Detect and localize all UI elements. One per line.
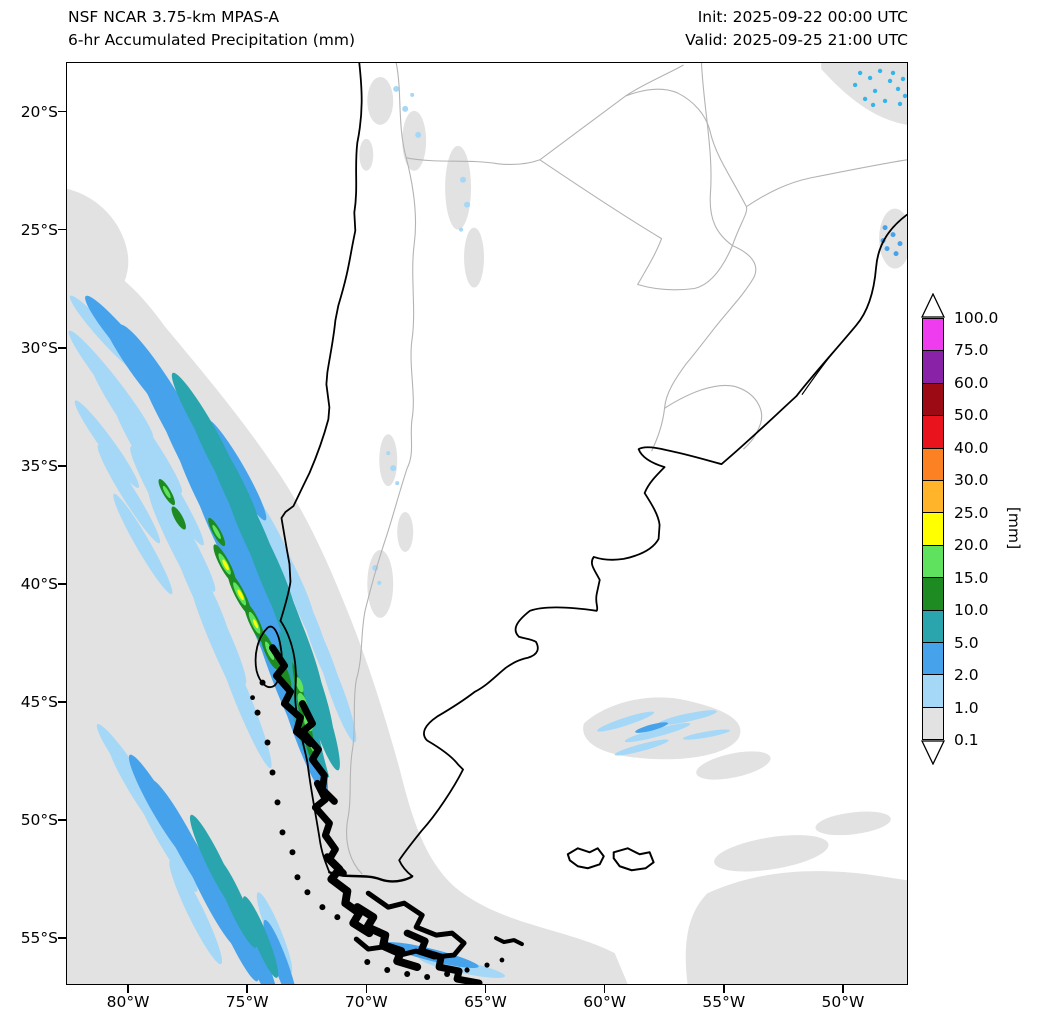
lat-tick-mark [58,701,66,703]
colorbar-band [923,609,943,642]
lat-tick-label: 45°S [20,692,58,711]
colorbar-tick-label: 5.0 [954,633,979,652]
precip-layer-5-10mm [171,372,340,978]
map-plot-area [66,62,908,985]
lon-tick-label: 55°W [702,993,746,1011]
colorbar-tick-label: 10.0 [954,601,989,620]
lon-tick-mark [723,985,725,993]
lon-tick-label: 60°W [583,993,627,1011]
lat-tick-mark [58,464,66,467]
lat-tick-mark [58,819,66,821]
lat-tick-mark [58,228,66,231]
lat-tick-label: 35°S [20,456,58,475]
colorbar-band [923,382,943,416]
small-islands [250,679,505,981]
colorbar-band [923,544,943,578]
colorbar-tick-label: 75.0 [954,341,989,360]
colorbar-tick-label: 40.0 [954,438,989,457]
colorbar-band [923,319,943,351]
lat-tick-label: 20°S [20,102,58,121]
colorbar-tick-label: 100.0 [954,309,999,327]
colorbar-over-arrow [921,293,945,318]
lon-tick-mark [484,985,487,993]
colorbar [922,318,944,740]
lat-tick-mark [58,110,66,113]
lon-tick-mark [127,985,129,993]
colorbar-under-arrow [921,740,945,765]
falkland-islands [566,847,655,872]
colorbar-band [923,479,943,513]
lat-tick-mark [58,583,66,585]
colorbar-tick-label: 60.0 [954,373,989,392]
colorbar-tick-label: 25.0 [954,503,989,522]
lon-tick-mark [603,985,606,993]
lat-tick-mark [58,346,66,349]
precip-speckles-ne-corner [852,68,907,108]
lon-tick-mark [842,985,844,993]
lat-tick-label: 30°S [20,338,58,357]
colorbar-tick-label: 15.0 [954,568,989,587]
colorbar-band [923,674,943,707]
colorbar-band [923,706,943,740]
init-time-label: Init: 2025-09-22 00:00 UTC [697,8,908,26]
colorbar-tick-label: 2.0 [954,666,979,685]
lon-tick-mark [365,985,368,993]
colorbar-tick-label: 0.1 [954,731,979,749]
colorbar-band [923,415,943,448]
colorbar-tick-label: 1.0 [954,698,979,717]
lat-tick-label: 55°S [20,929,58,948]
colorbar-band [923,577,943,610]
colorbar-unit-label: [mm] [1005,506,1023,550]
lon-tick-label: 50°W [821,993,865,1011]
lat-tick-label: 50°S [20,810,58,829]
product-title: 6-hr Accumulated Precipitation (mm) [68,31,355,49]
lon-tick-label: 70°W [344,993,388,1011]
lat-tick-mark [58,937,66,939]
lat-tick-label: 25°S [20,220,58,239]
country-borders [346,63,907,875]
colorbar-band [923,512,943,545]
lon-tick-label: 80°W [106,993,150,1011]
colorbar-band [923,641,943,675]
colorbar-tick-label: 30.0 [954,471,989,490]
lon-tick-label: 65°W [464,993,507,1011]
lat-tick-label: 40°S [20,574,58,593]
valid-time-label: Valid: 2025-09-25 21:00 UTC [685,31,908,49]
fjord-coastline [269,644,524,984]
colorbar-tick-label: 50.0 [954,406,989,425]
lon-tick-label: 75°W [225,993,269,1011]
colorbar-tick-label: 20.0 [954,536,989,555]
map-svg [67,63,907,984]
model-title: NSF NCAR 3.75-km MPAS-A [68,8,280,26]
colorbar-band [923,350,943,383]
lon-tick-mark [246,985,248,993]
colorbar-band [923,447,943,480]
